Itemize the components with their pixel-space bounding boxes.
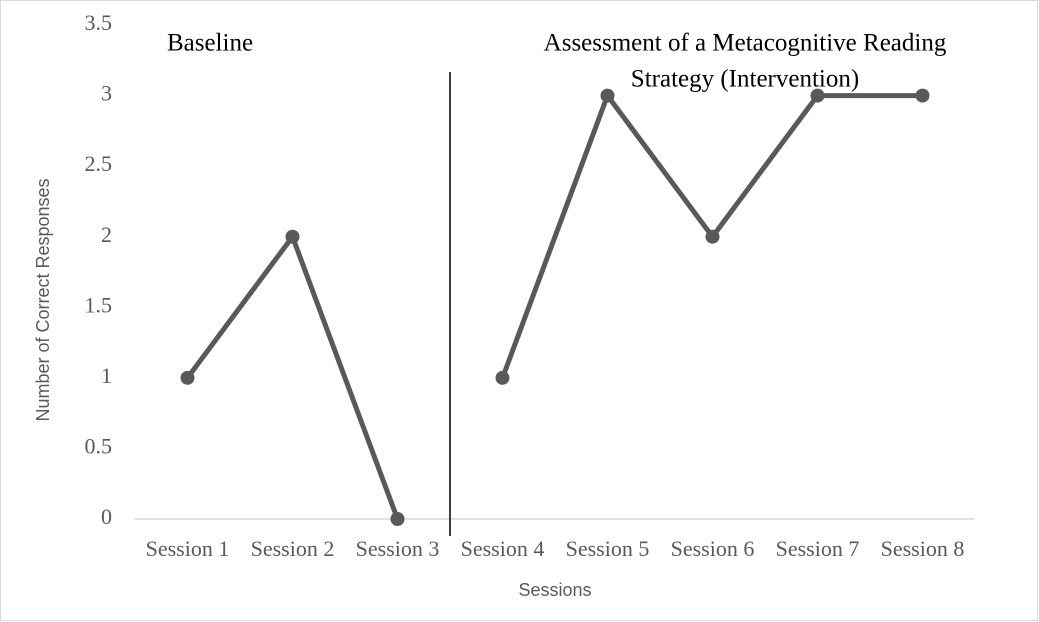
y-tick-label: 2 xyxy=(101,222,112,247)
y-tick-label: 1.5 xyxy=(85,292,113,317)
data-point xyxy=(390,512,405,526)
data-point xyxy=(915,88,930,103)
x-tick-label: Session 1 xyxy=(146,536,230,561)
y-tick-label: 2.5 xyxy=(85,151,113,176)
y-axis-title: Number of Correct Responses xyxy=(33,178,53,421)
x-tick-label: Session 5 xyxy=(566,536,650,561)
phase-label: Strategy (Intervention) xyxy=(631,66,859,93)
data-point xyxy=(705,229,720,244)
data-point xyxy=(810,88,825,103)
data-point xyxy=(285,229,300,244)
data-line xyxy=(185,234,400,520)
x-tick-label: Session 4 xyxy=(461,536,545,561)
x-tick-label: Session 7 xyxy=(776,536,860,561)
x-tick-label: Session 3 xyxy=(356,536,440,561)
data-point xyxy=(495,370,510,385)
data-point xyxy=(600,88,615,103)
x-axis-title: Sessions xyxy=(518,580,591,600)
phase-label: Assessment of a Metacognitive Reading xyxy=(544,30,947,57)
y-tick-label: 1 xyxy=(101,363,112,388)
x-tick-label: Session 8 xyxy=(881,536,965,561)
x-tick-label: Session 2 xyxy=(251,536,335,561)
y-tick-label: 0.5 xyxy=(85,433,113,458)
data-point xyxy=(180,370,195,385)
x-tick-label: Session 6 xyxy=(671,536,755,561)
y-tick-label: 3.5 xyxy=(85,10,113,35)
phase-label: Baseline xyxy=(167,30,253,57)
y-tick-label: 0 xyxy=(101,504,112,529)
y-tick-label: 3 xyxy=(101,81,112,106)
